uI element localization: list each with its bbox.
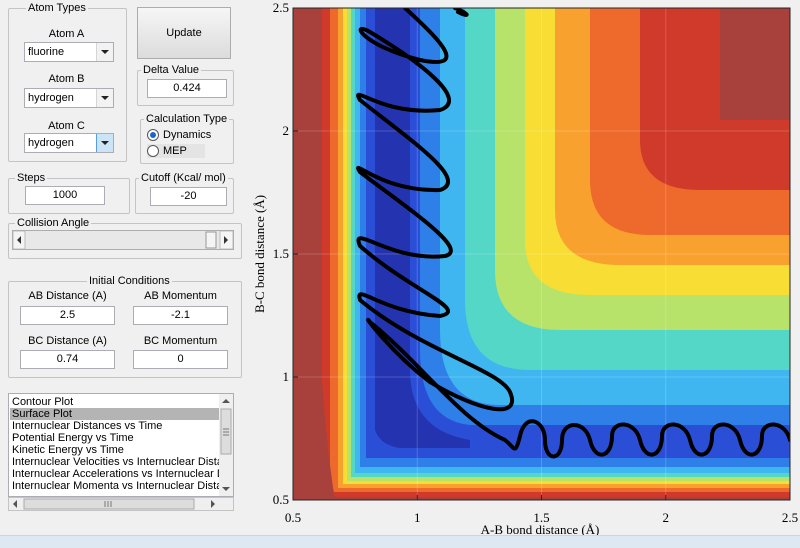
list-item[interactable]: Kinetic Energy vs Time — [12, 444, 124, 456]
y-axis-label: B-C bond distance (Å) — [252, 195, 267, 313]
atom-types-group: Atom Types — [8, 2, 127, 162]
dropdown-value: hydrogen — [28, 137, 74, 149]
radio-option[interactable]: MEP — [147, 144, 205, 158]
status-strip — [0, 535, 800, 548]
steps-input[interactable]: 1000 — [25, 186, 105, 205]
list-item[interactable]: Internuclear Distances vs Time — [12, 420, 163, 432]
x-tick-label: 1 — [414, 510, 421, 525]
arrow-glyph — [224, 236, 228, 244]
x-tick-label: 0.5 — [285, 510, 301, 525]
list-item[interactable]: Potential Energy vs Time — [12, 432, 134, 444]
x-tick-label: 2 — [663, 510, 670, 525]
y-tick-label: 1.5 — [273, 246, 289, 261]
x-tick-label: 1.5 — [533, 510, 549, 525]
dropdown-arrow[interactable] — [96, 89, 113, 107]
ab-momentum-input[interactable]: -2.1 — [133, 306, 228, 325]
list-items: Contour Plot Surface Plot Internuclear Dis… — [10, 396, 222, 492]
dropdown-value: fluorine — [28, 46, 65, 58]
calculation-type-group: Calculation Type — [140, 113, 234, 164]
y-tick-label: 0.5 — [273, 492, 289, 507]
x-axis-label: A-B bond distance (Å) — [481, 522, 600, 535]
list-item[interactable]: Contour Plot — [12, 396, 74, 408]
collision-angle-slider[interactable] — [12, 230, 234, 250]
cutoff-group: Cutoff (Kcal/ mol) — [135, 172, 234, 214]
arrow-glyph — [17, 236, 21, 244]
x-tick-label: 2.5 — [782, 510, 798, 525]
atom-c-dropdown[interactable]: hydrogen — [24, 133, 114, 153]
group-title: Cutoff (Kcal/ mol) — [139, 172, 228, 184]
list-item[interactable]: Internuclear Velocities vs Internuclear … — [12, 456, 222, 468]
atom-b-label: Atom B — [48, 73, 85, 85]
delta-value-input[interactable]: 0.424 — [147, 79, 227, 98]
atom-a-label: Atom A — [48, 28, 85, 40]
cutoff-input[interactable]: -20 — [150, 187, 227, 206]
horizontal-scrollbar[interactable] — [8, 497, 234, 511]
group-title: Initial Conditions — [87, 275, 172, 287]
contour-plot: A-B bond distance (Å) B-C bond distance … — [252, 0, 798, 535]
trajectory — [356, 8, 790, 459]
group-title: Collision Angle — [15, 217, 92, 229]
dropdown-value: hydrogen — [28, 92, 74, 104]
dropdown-arrow[interactable] — [96, 134, 113, 152]
bc-distance-label: BC Distance (A) — [28, 335, 107, 347]
list-item[interactable]: Internuclear Accelerations vs Internucle… — [12, 468, 222, 480]
atom-c-label: Atom C — [48, 120, 85, 132]
group-title: Atom Types — [26, 2, 88, 14]
group-title: Steps — [15, 172, 48, 184]
list-item[interactable]: Surface Plot — [10, 408, 222, 420]
ab-distance-input[interactable]: 2.5 — [20, 306, 115, 325]
dropdown-arrow[interactable] — [96, 43, 113, 61]
group-title: Delta Value — [141, 64, 202, 76]
radio-option[interactable]: Dynamics — [147, 128, 211, 142]
slider-thumb[interactable] — [205, 231, 217, 249]
steps-group: Steps — [8, 172, 130, 214]
ab-momentum-label: AB Momentum — [144, 290, 217, 302]
atom-a-dropdown[interactable]: fluorine — [24, 42, 114, 62]
delta-value-group: Delta Value — [137, 64, 234, 106]
y-tick-label: 2.5 — [273, 0, 289, 15]
ab-distance-label: AB Distance (A) — [28, 290, 107, 302]
initial-conditions-group: Initial Conditions — [8, 275, 242, 378]
plot-listbox[interactable]: Contour Plot Surface Plot Internuclear Dis… — [8, 393, 234, 497]
bc-momentum-input[interactable]: 0 — [133, 350, 228, 369]
list-item[interactable]: Internuclear Momenta vs Internuclear Dis… — [12, 480, 222, 492]
collision-angle-group: Collision Angle — [8, 217, 242, 259]
y-tick-label: 2 — [283, 123, 290, 138]
atom-b-dropdown[interactable]: hydrogen — [24, 88, 114, 108]
y-tick-label: 1 — [283, 369, 290, 384]
group-title: Calculation Type — [144, 113, 230, 125]
bc-distance-input[interactable]: 0.74 — [20, 350, 115, 369]
slider-parts — [13, 231, 233, 249]
vertical-scrollbar[interactable] — [219, 394, 233, 496]
update-button[interactable]: Update — [137, 7, 231, 59]
bc-momentum-label: BC Momentum — [143, 335, 218, 347]
